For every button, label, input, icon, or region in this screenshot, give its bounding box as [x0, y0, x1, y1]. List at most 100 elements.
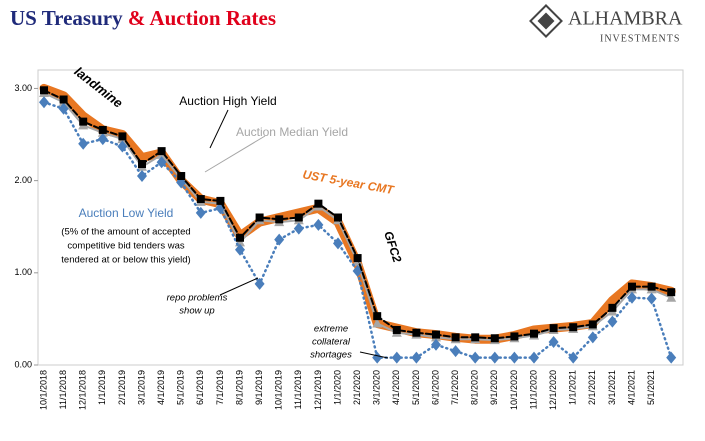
annotation: collateral — [312, 337, 351, 348]
marker — [450, 345, 461, 358]
marker — [587, 331, 598, 344]
logo: ALHAMBRA INVESTMENTS — [529, 4, 683, 44]
x-tick-label: 7/1/2019 — [215, 370, 225, 405]
marker — [372, 351, 383, 364]
marker — [293, 222, 304, 235]
marker — [216, 196, 225, 205]
marker — [628, 282, 636, 291]
logo-mark — [537, 12, 555, 30]
annotation: UST 5-year CMT — [302, 167, 397, 197]
marker — [510, 332, 519, 341]
x-tick-label: 11/1/2020 — [528, 370, 538, 409]
x-tick-label: 3/1/2019 — [136, 370, 146, 405]
marker — [333, 237, 343, 250]
x-tick-label: 6/1/2020 — [430, 370, 440, 405]
x-tick-label: 9/1/2019 — [254, 370, 264, 405]
marker — [666, 292, 677, 302]
x-tick-label: 8/1/2020 — [470, 370, 480, 405]
marker — [39, 96, 49, 109]
marker — [509, 351, 520, 364]
marker — [157, 147, 166, 156]
annotation: extreme — [314, 324, 348, 335]
marker — [353, 254, 362, 263]
title-part: & Auction Rates — [128, 6, 276, 30]
annotation: Auction Low Yield — [79, 206, 174, 220]
marker — [79, 117, 88, 126]
series-line — [42, 101, 673, 359]
x-tick-label: 11/1/2018 — [58, 370, 68, 409]
annotation: competitive bid tenders was — [67, 241, 184, 252]
y-tick-label: 3.00 — [14, 83, 32, 93]
marker — [490, 334, 499, 343]
annotation-arrow — [209, 109, 229, 149]
x-tick-label: 3/1/2021 — [607, 370, 617, 405]
x-tick-label: 5/1/2021 — [646, 370, 656, 405]
chart-title: US Treasury & Auction Rates — [10, 6, 276, 30]
marker — [373, 312, 382, 321]
x-tick-label: 4/1/2020 — [391, 370, 401, 405]
x-tick-label: 6/1/2019 — [195, 370, 205, 405]
marker — [235, 243, 245, 256]
marker — [549, 324, 558, 333]
marker — [156, 156, 167, 169]
marker — [236, 233, 244, 242]
annotation-arrow — [219, 277, 259, 296]
marker — [177, 172, 186, 181]
x-tick-label: 5/1/2020 — [411, 370, 421, 405]
marker — [470, 351, 481, 364]
marker — [489, 351, 500, 364]
marker — [569, 323, 578, 332]
marker — [254, 277, 265, 290]
x-tick-label: 5/1/2019 — [176, 370, 186, 405]
marker — [667, 288, 676, 297]
marker — [647, 282, 656, 291]
x-tick-label: 7/1/2020 — [450, 370, 460, 405]
plot-frame — [37, 69, 684, 366]
marker — [608, 303, 617, 312]
marker — [334, 213, 342, 222]
marker — [451, 333, 460, 342]
marker — [666, 351, 677, 364]
x-tick-label: 12/1/2019 — [313, 370, 323, 410]
annotation: landmine — [72, 64, 126, 111]
annotation: Auction High Yield — [179, 94, 276, 108]
annotation: tendered at or below this yield) — [61, 255, 190, 266]
x-tick-label: 4/1/2019 — [156, 370, 166, 405]
marker — [530, 329, 538, 338]
x-tick-label: 12/1/2020 — [548, 370, 558, 410]
marker — [391, 351, 402, 364]
annotation: (5% of the amount of accepted — [61, 227, 190, 238]
marker — [97, 133, 108, 146]
marker — [58, 102, 69, 115]
marker — [411, 351, 422, 364]
marker — [78, 137, 89, 150]
y-tick-label: 1.00 — [14, 267, 32, 277]
marker — [568, 351, 579, 364]
annotation: show up — [179, 306, 214, 317]
marker — [274, 233, 285, 246]
marker — [607, 315, 618, 328]
annotation: GFC2 — [381, 229, 404, 264]
marker — [117, 140, 128, 153]
marker — [294, 213, 303, 222]
marker — [412, 328, 421, 337]
marker — [138, 160, 146, 169]
y-tick-label: 0.00 — [14, 359, 32, 369]
marker — [529, 351, 539, 364]
marker — [372, 318, 383, 328]
x-tick-label: 4/1/2021 — [626, 370, 636, 405]
logo-mark — [529, 4, 563, 38]
marker — [59, 95, 68, 104]
x-tick-label: 1/1/2019 — [97, 370, 107, 405]
annotation: shortages — [310, 350, 352, 361]
x-tick-label: 11/1/2019 — [293, 370, 303, 409]
marker — [137, 170, 147, 183]
annotation-arrow — [359, 351, 389, 359]
marker — [548, 335, 559, 348]
x-tick-label: 10/1/2018 — [38, 370, 48, 410]
marker — [627, 291, 637, 304]
marker — [40, 86, 48, 95]
marker — [471, 333, 480, 342]
x-tick-label: 1/1/2021 — [568, 370, 578, 405]
